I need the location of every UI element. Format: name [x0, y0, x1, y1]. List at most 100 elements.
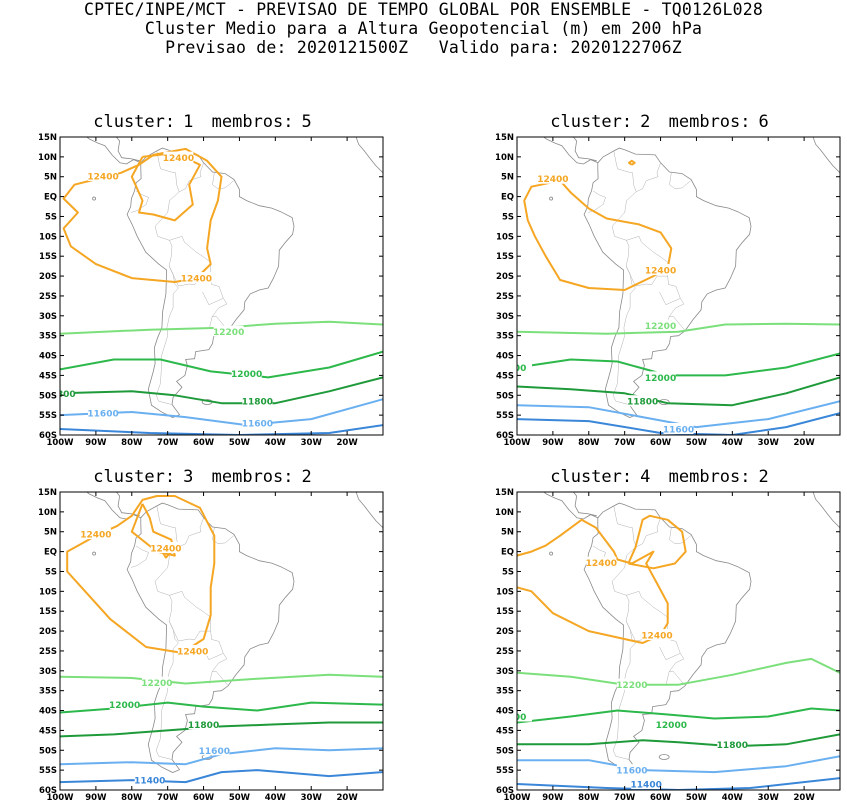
lat-tick-label: 10N [495, 508, 514, 518]
lat-tick-label: 60S [39, 786, 57, 796]
contour-label: 12000 [109, 701, 140, 711]
lat-tick-label: 5N [44, 173, 57, 183]
lon-tick-label: 30W [301, 793, 323, 803]
lat-tick-label: 40S [496, 707, 514, 717]
lat-tick-label: 10N [38, 153, 57, 163]
map-frame [59, 491, 384, 791]
contour-label: 12400 [87, 172, 118, 182]
lat-tick-label: 60S [496, 786, 514, 796]
island [92, 551, 96, 556]
lat-tick-label: 40S [39, 352, 57, 362]
panel-title: cluster: 3 membros: 2 [93, 467, 312, 487]
contour-label: 11600 [87, 410, 118, 420]
lat-tick-label: 35S [39, 332, 57, 342]
lon-tick-label: 100W [503, 438, 531, 448]
contour-label: 12400 [177, 647, 208, 657]
contour-label: 12000 [645, 374, 676, 384]
contour-label: 11600 [199, 747, 230, 757]
contour-label: 12400 [537, 175, 568, 185]
country-border [179, 162, 204, 193]
country-border [212, 527, 234, 544]
country-border [209, 316, 213, 329]
lat-tick-label: 20S [496, 272, 514, 282]
coastline-caribbean [115, 137, 140, 162]
map-frame [516, 136, 841, 436]
lat-tick-label: 30S [496, 667, 514, 677]
coastline-caribbean [572, 492, 597, 517]
panel-title: cluster: 1 membros: 5 [93, 112, 312, 132]
country-border [668, 298, 685, 331]
contour-label: 11800 [188, 721, 219, 731]
lat-tick-label: 10S [39, 232, 57, 242]
contour-label: 000 [508, 364, 527, 374]
country-border [212, 172, 234, 189]
lat-tick-label: 20S [39, 627, 57, 637]
map-panel-cluster-1: cluster: 1 membros: 5 12400 12400 12400 12200… [10, 112, 395, 448]
map-layers: 12400 12400 12400 12200 12000 11800 11600 11400 [60, 492, 383, 787]
country-border [169, 590, 211, 632]
lon-tick-label: 70W [157, 793, 179, 803]
contour-label: 11800 [627, 398, 658, 408]
country-border [668, 653, 685, 686]
coastline-central-america [543, 492, 598, 520]
lon-tick-label: 90W [85, 438, 107, 448]
lon-tick-label: 30W [758, 438, 780, 448]
map-panel-cluster-4: cluster: 4 membros: 2 12400 12400 12200 000 12… [467, 467, 847, 803]
coastline-south-america [126, 147, 295, 418]
lon-tick-label: 70W [614, 438, 636, 448]
country-border [179, 517, 204, 548]
country-border [211, 298, 228, 331]
lat-tick-label: 55S [496, 411, 514, 421]
lat-tick-label: 30S [496, 312, 514, 322]
lat-tick-label: 50S [39, 746, 57, 756]
lat-tick-label: 45S [39, 726, 57, 736]
lat-tick-label: 50S [39, 391, 57, 401]
lon-tick-label: 60W [193, 793, 215, 803]
lat-tick-label: 10N [495, 153, 514, 163]
lat-tick-label: 50S [496, 746, 514, 756]
lat-tick-label: 15N [495, 488, 514, 498]
lon-tick-label: 40W [265, 438, 287, 448]
valid-date: Valido para: 2020122706Z [438, 38, 682, 57]
contour-label: 11800 [44, 390, 75, 400]
lat-tick-label: 55S [39, 766, 57, 776]
lon-tick-label: 80W [121, 438, 143, 448]
contour-label: 12400 [641, 632, 672, 642]
contour-label: 12400 [586, 559, 617, 569]
country-border [669, 172, 691, 189]
country-border [636, 162, 661, 193]
country-border [625, 265, 668, 287]
lat-tick-label: 5S [502, 212, 514, 222]
island [549, 551, 553, 556]
lat-tick-label: 5N [501, 173, 514, 183]
lat-tick-label: 45S [39, 371, 57, 381]
coastline-africa [812, 492, 840, 529]
contour-label: 12400 [645, 267, 676, 277]
country-border [636, 517, 661, 548]
lat-tick-label: 60S [39, 431, 57, 441]
map-panel-cluster-3: cluster: 3 membros: 2 12400 12400 12400 12200… [10, 467, 395, 803]
map-plot: 12400 12400 12400 12200 12000 11800 11600 11400… [38, 488, 384, 803]
lon-tick-label: 60W [650, 438, 672, 448]
lat-tick-label: 15N [495, 133, 514, 143]
lon-tick-label: 90W [542, 438, 564, 448]
lon-tick-label: 60W [650, 793, 672, 803]
forecast-date: Previsao de: 2020121500Z [165, 38, 409, 57]
lat-tick-label: 25S [496, 292, 514, 302]
contour-label: 11800 [242, 398, 273, 408]
contour-label: 12200 [213, 328, 244, 338]
lat-tick-label: EQ [44, 193, 57, 203]
panel-title: cluster: 4 membros: 2 [550, 467, 769, 487]
coastline-caribbean [115, 492, 140, 517]
country-border [626, 235, 668, 277]
lat-tick-label: 50S [496, 391, 514, 401]
lat-tick-label: 15S [496, 607, 514, 617]
contour-label: 12400 [150, 545, 181, 555]
country-border [154, 151, 180, 405]
lon-tick-label: 20W [794, 438, 816, 448]
lon-tick-label: 80W [578, 793, 600, 803]
coastline-south-america [583, 147, 752, 418]
lat-tick-label: 10S [496, 232, 514, 242]
map-plot: 12400 12400 12400 12200 12000 11800 11800 11600… [38, 133, 384, 448]
lat-tick-label: 10S [39, 587, 57, 597]
